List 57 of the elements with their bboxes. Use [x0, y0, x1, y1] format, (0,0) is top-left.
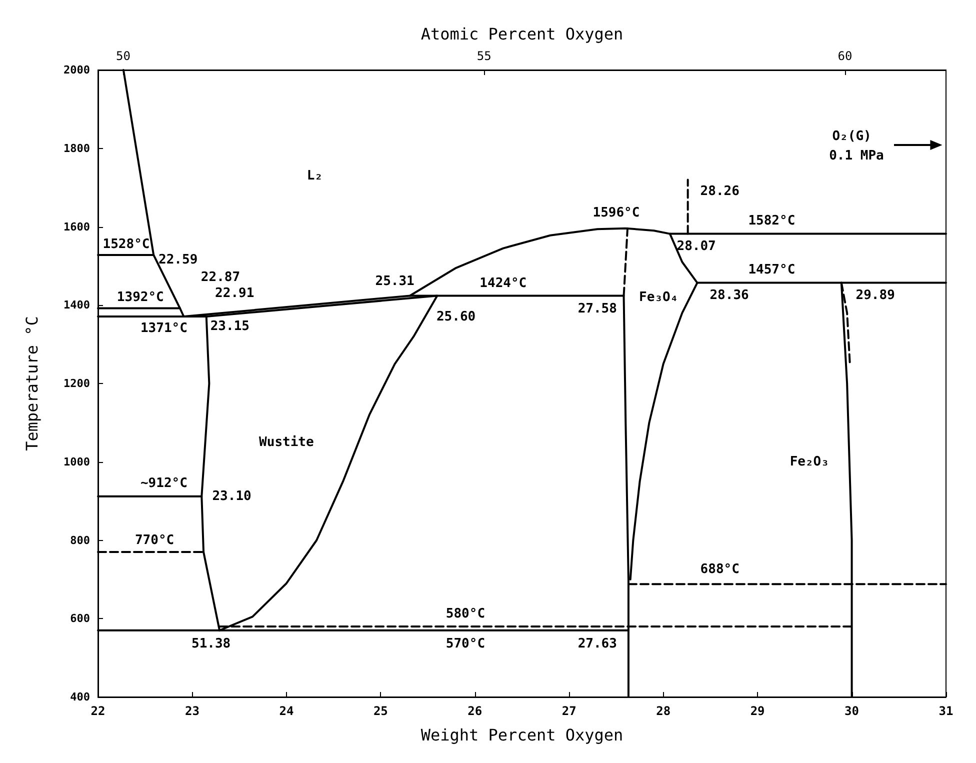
annotation: 27.58: [578, 302, 618, 317]
x-tick-label: 27: [562, 704, 576, 718]
annotation: Fe₃O₄: [639, 290, 678, 305]
x2-axis-title: Atomic Percent Oxygen: [420, 24, 624, 44]
annotation: 1371°C: [140, 321, 188, 336]
x-axis-title: Weight Percent Oxygen: [420, 726, 624, 744]
annotation: 23.10: [212, 488, 252, 504]
annotation: 1392°C: [116, 290, 164, 305]
x-tick-label: 28: [656, 704, 671, 718]
annotation: 1582°C: [748, 213, 796, 228]
x-tick-label: 26: [468, 704, 482, 718]
annotation: 23.15: [210, 319, 250, 334]
y-tick-label: 1600: [64, 220, 90, 234]
y-tick-label: 400: [70, 690, 90, 704]
annotation: 1596°C: [592, 206, 640, 221]
x-tick-label: 24: [279, 704, 294, 718]
annotation: 1457°C: [748, 262, 796, 278]
annotation: ~912°C: [140, 476, 188, 491]
y-tick-label: 2000: [64, 64, 90, 76]
annotation: 29.89: [856, 288, 895, 303]
annotation: 28.36: [710, 288, 750, 303]
x-tick-label: 31: [938, 704, 954, 718]
x-tick-label: 23: [184, 704, 200, 718]
annotation: 28.07: [676, 238, 716, 254]
y-tick-label: 1000: [64, 455, 90, 468]
annotation: 1528°C: [102, 236, 150, 252]
y-tick-label: 1800: [64, 142, 90, 155]
annotation: 688°C: [700, 562, 740, 578]
annotation: 25.60: [436, 309, 476, 324]
annotation: 770°C: [134, 532, 174, 548]
annotation: 22.91: [215, 286, 254, 301]
annotation: L₂: [306, 168, 323, 184]
x2-tick-label: 60: [838, 49, 852, 63]
annotation: 28.26: [700, 184, 740, 199]
annotation: 27.63: [578, 636, 617, 652]
annotation: Fe₂O₃: [790, 454, 829, 470]
y-tick-label: 1200: [64, 377, 90, 390]
x-tick-label: 29: [750, 704, 765, 718]
x2-tick-label: 50: [116, 49, 130, 63]
annotation: 580°C: [446, 606, 486, 622]
annotation: Wustite: [259, 434, 314, 450]
annotation: 570°C: [446, 636, 486, 652]
annotation: O₂(G): [832, 129, 872, 144]
x-tick-label: 30: [844, 704, 860, 718]
annotation: 0.1 MPa: [829, 148, 884, 164]
annotation: 22.59: [158, 252, 198, 268]
annotation: 51.38: [191, 636, 231, 652]
y-tick-label: 600: [70, 612, 90, 626]
annotation: 22.87: [200, 270, 240, 286]
y-tick-label: 1400: [64, 298, 90, 312]
annotation: 1424°C: [480, 276, 527, 292]
y-axis-title: Temperature °C: [22, 316, 42, 451]
annotation: 25.31: [375, 274, 415, 290]
x-tick-label: 22: [90, 704, 106, 718]
y-tick-label: 800: [70, 534, 90, 547]
x2-tick-label: 55: [476, 49, 492, 63]
x-tick-label: 25: [373, 704, 388, 718]
